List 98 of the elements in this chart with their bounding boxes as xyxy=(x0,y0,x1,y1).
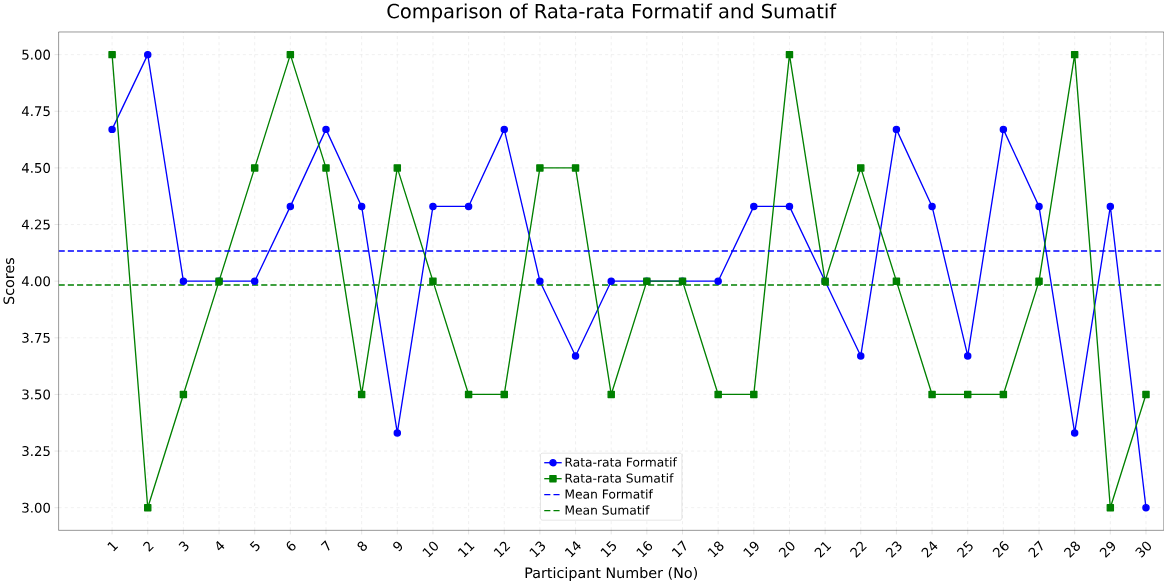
x-tick-label: 10 xyxy=(422,541,438,558)
point xyxy=(286,202,295,210)
point xyxy=(963,352,972,360)
point xyxy=(1035,202,1043,210)
point xyxy=(250,163,259,172)
point xyxy=(108,50,116,59)
x-tick-label: 13 xyxy=(529,541,546,558)
point xyxy=(144,503,152,512)
point xyxy=(464,390,473,398)
point xyxy=(500,125,508,133)
x-tick-label: 22 xyxy=(849,541,867,558)
point xyxy=(785,202,794,210)
y-tick-label: 4.25 xyxy=(21,219,50,230)
x-tick-label: 7 xyxy=(320,540,330,551)
x-tick-label: 15 xyxy=(600,540,617,558)
y-tick-label: 5.00 xyxy=(22,49,51,60)
x-tick-label: 28 xyxy=(1063,541,1081,558)
point xyxy=(607,390,615,398)
point xyxy=(357,390,366,398)
point xyxy=(1106,503,1115,512)
point xyxy=(357,202,366,210)
point xyxy=(607,277,615,285)
y-axis-title: Scores xyxy=(3,257,15,304)
point xyxy=(750,390,758,398)
x-tick-label: 25 xyxy=(956,540,973,558)
point xyxy=(322,125,330,133)
point xyxy=(571,163,580,172)
y-tick-label: 4.50 xyxy=(21,162,51,173)
x-tick-label: 4 xyxy=(216,540,225,551)
point xyxy=(1070,429,1079,437)
point xyxy=(322,163,330,172)
point xyxy=(464,202,473,210)
x-tick-label: 1 xyxy=(107,541,119,552)
y-tick-label: 3.00 xyxy=(22,502,51,513)
point xyxy=(1035,277,1043,285)
x-tick-label: 24 xyxy=(921,541,938,558)
legend-label: Rata-rata Sumatif xyxy=(565,473,674,483)
point xyxy=(857,163,865,172)
x-tick-label: 8 xyxy=(357,541,367,551)
x-tick-label: 17 xyxy=(671,540,687,558)
point xyxy=(1106,202,1115,210)
x-axis-title: Participant Number (No) xyxy=(525,566,697,581)
point xyxy=(999,390,1008,398)
chart-title: Comparison of Rata-rata Formatif and Sumatif xyxy=(387,3,837,23)
point xyxy=(536,163,544,172)
point xyxy=(179,390,188,398)
point xyxy=(250,277,259,285)
y-tick-label: 4.00 xyxy=(21,275,51,287)
point xyxy=(536,277,544,285)
point xyxy=(785,50,794,59)
x-tick-label: 3 xyxy=(178,541,189,552)
point xyxy=(963,390,972,398)
point xyxy=(500,390,508,398)
x-tick-label: 20 xyxy=(778,541,795,558)
point xyxy=(429,202,437,210)
x-tick-label: 2 xyxy=(142,541,154,552)
x-tick-label: 30 xyxy=(1135,541,1151,558)
point xyxy=(393,429,402,437)
point xyxy=(571,352,580,360)
point xyxy=(1070,50,1079,59)
point xyxy=(714,390,722,398)
x-tick-label: 5 xyxy=(249,540,260,552)
y-tick-label: 4.75 xyxy=(21,106,50,117)
point xyxy=(179,277,188,285)
point xyxy=(999,125,1008,133)
x-tick-label: 29 xyxy=(1099,541,1116,558)
x-tick-label: 19 xyxy=(743,541,759,558)
point xyxy=(892,277,901,285)
x-tick-label: 12 xyxy=(493,541,511,558)
x-tick-label: 11 xyxy=(457,541,475,558)
point xyxy=(928,202,936,210)
point xyxy=(857,352,865,360)
y-tick-label: 3.75 xyxy=(22,332,50,343)
point xyxy=(286,50,295,59)
legend-label: Mean Formatif xyxy=(565,489,654,499)
x-tick-label: 16 xyxy=(636,540,653,558)
point xyxy=(144,50,152,59)
x-tick-label: 6 xyxy=(286,540,296,551)
y-tick-label: 3.50 xyxy=(22,389,51,400)
x-tick-label: 26 xyxy=(992,540,1009,558)
y-tick-label: 3.25 xyxy=(22,445,50,456)
x-tick-label: 18 xyxy=(707,541,724,558)
point xyxy=(928,390,936,398)
point xyxy=(750,202,758,210)
point xyxy=(393,163,402,172)
x-tick-label: 9 xyxy=(393,541,403,552)
x-tick-label: 23 xyxy=(885,541,902,558)
x-tick-label: 21 xyxy=(814,541,832,558)
point xyxy=(892,125,901,133)
legend-label: Rata-rata Formatif xyxy=(565,457,678,467)
point xyxy=(1142,503,1150,512)
point xyxy=(714,277,722,285)
legend-label: Mean Sumatif xyxy=(565,505,650,515)
point xyxy=(108,125,116,133)
x-tick-label: 14 xyxy=(564,540,581,558)
point xyxy=(429,277,437,285)
point xyxy=(1142,390,1150,398)
x-tick-label: 27 xyxy=(1028,540,1043,558)
